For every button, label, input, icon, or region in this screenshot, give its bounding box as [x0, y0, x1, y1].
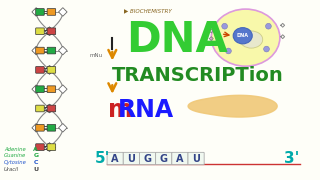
FancyBboxPatch shape — [123, 152, 140, 165]
FancyBboxPatch shape — [36, 67, 44, 73]
FancyBboxPatch shape — [36, 47, 44, 54]
Text: DNA: DNA — [237, 33, 249, 38]
Polygon shape — [32, 85, 40, 93]
Text: Cytosine: Cytosine — [4, 160, 27, 165]
FancyBboxPatch shape — [47, 47, 56, 54]
FancyBboxPatch shape — [36, 125, 44, 131]
Polygon shape — [32, 8, 40, 16]
FancyBboxPatch shape — [36, 86, 44, 93]
Text: DNA: DNA — [127, 19, 228, 61]
FancyBboxPatch shape — [47, 28, 56, 35]
Text: ▶ BIOCHEMISTRY: ▶ BIOCHEMISTRY — [124, 8, 172, 13]
Text: mNu: mNu — [90, 53, 103, 58]
FancyBboxPatch shape — [36, 105, 44, 112]
Circle shape — [222, 23, 228, 29]
Text: U: U — [192, 154, 200, 164]
FancyBboxPatch shape — [36, 144, 44, 150]
Ellipse shape — [240, 31, 263, 48]
Text: m: m — [108, 98, 132, 122]
FancyBboxPatch shape — [172, 152, 188, 165]
Circle shape — [266, 23, 271, 29]
Circle shape — [264, 46, 269, 52]
FancyBboxPatch shape — [156, 152, 172, 165]
Text: A: A — [111, 154, 119, 164]
Text: C: C — [33, 160, 38, 165]
Polygon shape — [45, 27, 54, 35]
FancyBboxPatch shape — [47, 125, 56, 131]
FancyBboxPatch shape — [47, 67, 56, 73]
Polygon shape — [59, 46, 67, 55]
Polygon shape — [32, 123, 40, 132]
FancyBboxPatch shape — [36, 28, 44, 35]
Polygon shape — [45, 27, 54, 35]
Polygon shape — [45, 143, 54, 151]
Polygon shape — [45, 66, 54, 74]
FancyBboxPatch shape — [188, 152, 204, 165]
Text: U: U — [127, 154, 135, 164]
FancyBboxPatch shape — [47, 144, 56, 150]
Text: TRANSCRIPTion: TRANSCRIPTion — [112, 66, 284, 85]
Text: 5': 5' — [95, 151, 110, 166]
Text: Uracil: Uracil — [4, 166, 19, 172]
Circle shape — [226, 48, 231, 54]
Text: A: A — [176, 154, 184, 164]
Polygon shape — [45, 66, 54, 74]
Text: Guanine: Guanine — [4, 153, 26, 158]
Ellipse shape — [233, 28, 252, 44]
FancyBboxPatch shape — [47, 9, 56, 15]
FancyBboxPatch shape — [140, 152, 156, 165]
Polygon shape — [45, 143, 54, 151]
Text: G: G — [33, 153, 38, 158]
FancyBboxPatch shape — [36, 9, 44, 15]
FancyBboxPatch shape — [107, 152, 123, 165]
Polygon shape — [59, 123, 67, 132]
Text: G: G — [160, 154, 168, 164]
Polygon shape — [45, 104, 54, 113]
Text: 3': 3' — [284, 151, 300, 166]
Polygon shape — [32, 46, 40, 55]
Polygon shape — [188, 95, 277, 117]
Text: A: A — [33, 147, 38, 152]
Text: RNA: RNA — [118, 98, 174, 122]
Text: G: G — [144, 154, 152, 164]
Ellipse shape — [211, 9, 280, 66]
FancyBboxPatch shape — [47, 105, 56, 112]
Polygon shape — [59, 85, 67, 93]
Polygon shape — [59, 8, 67, 16]
Polygon shape — [45, 104, 54, 113]
Text: U: U — [33, 166, 38, 172]
Text: Adenine: Adenine — [4, 147, 26, 152]
FancyBboxPatch shape — [47, 86, 56, 93]
